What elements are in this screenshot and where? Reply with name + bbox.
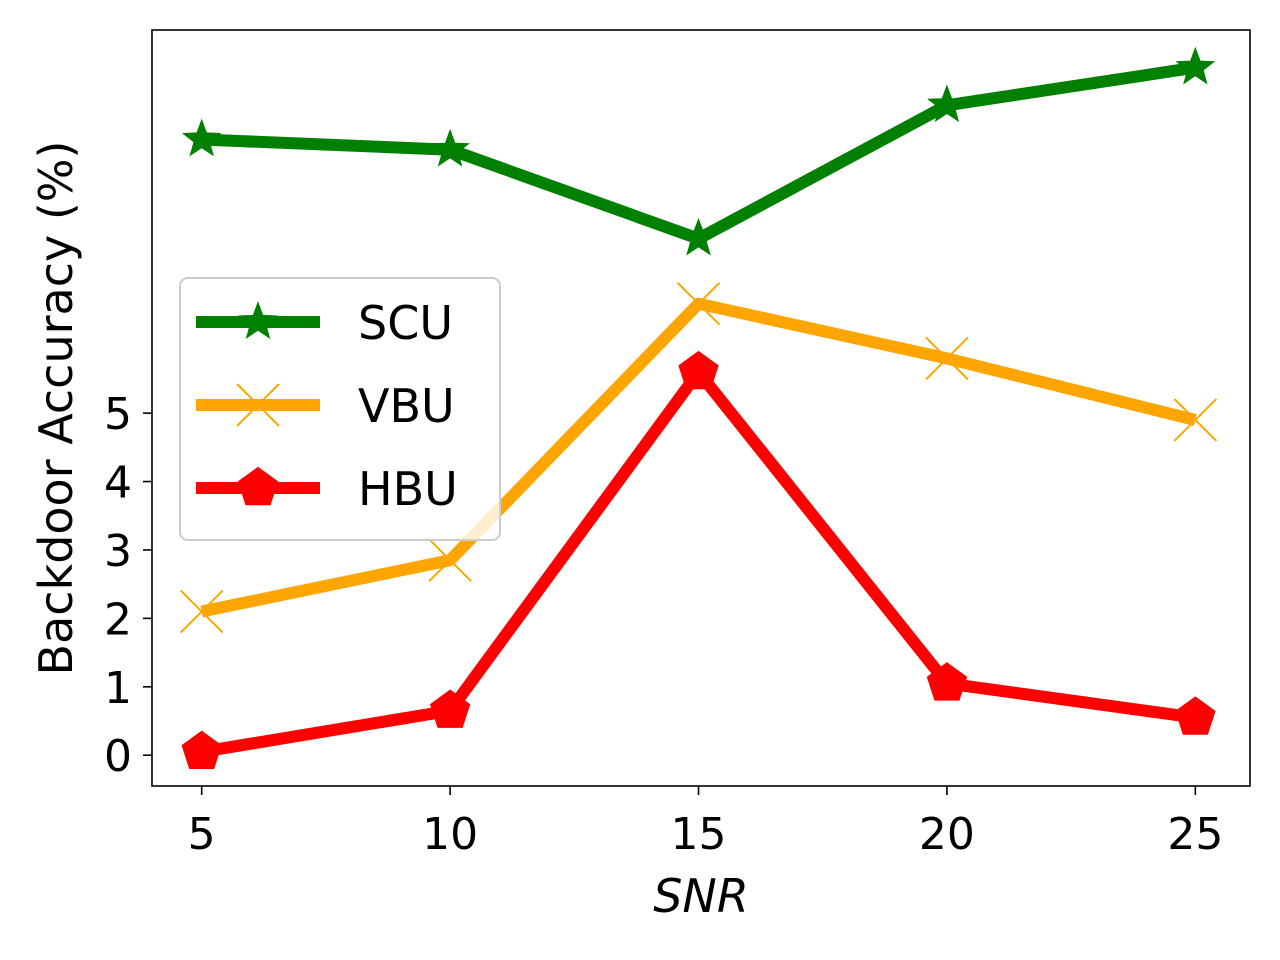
x-tick-label: 10 [422, 809, 478, 860]
data-point-scu [678, 217, 719, 256]
data-point-hbu [1175, 696, 1216, 735]
data-point-hbu [429, 689, 471, 728]
y-tick-label: 2 [104, 594, 132, 645]
y-axis-label: Backdoor Accuracy (%) [29, 141, 83, 676]
data-point-hbu [678, 350, 719, 390]
legend-marker-hbu [237, 466, 279, 506]
y-tick-label: 5 [104, 389, 132, 440]
data-point-scu [430, 128, 470, 167]
legend: SCU VBU HBU [179, 277, 501, 541]
legend-label-hbu: HBU [358, 462, 458, 516]
data-point-vbu [676, 281, 721, 326]
x-tick-label: 20 [919, 809, 975, 860]
data-point-hbu [926, 662, 968, 701]
x-tick-label: 15 [671, 809, 727, 860]
x-axis-label: SNR [653, 869, 749, 923]
data-point-vbu [428, 538, 472, 582]
data-point-vbu [1173, 398, 1218, 442]
data-point-scu [181, 118, 222, 157]
x-axis-ticks: 5 10 15 20 25 [188, 786, 1223, 860]
plot-markers [179, 46, 1218, 769]
y-tick-label: 4 [104, 458, 132, 509]
x-tick-label: 25 [1167, 809, 1223, 860]
data-point-vbu [925, 336, 969, 381]
data-point-hbu [181, 730, 222, 769]
legend-marker-vbu [236, 383, 280, 427]
data-point-scu [927, 84, 967, 123]
x-tick-label: 5 [188, 809, 216, 860]
legend-label-scu: SCU [358, 296, 453, 350]
legend-label-vbu: VBU [358, 379, 455, 433]
data-point-vbu [179, 589, 224, 634]
y-tick-label: 3 [104, 526, 132, 577]
y-axis-ticks: 0 1 2 3 4 5 [104, 389, 152, 782]
data-point-scu [1175, 46, 1216, 85]
plot-frame [151, 29, 1251, 787]
legend-marker-scu [238, 301, 278, 339]
y-tick-label: 1 [104, 663, 132, 714]
y-tick-label: 0 [104, 731, 132, 782]
